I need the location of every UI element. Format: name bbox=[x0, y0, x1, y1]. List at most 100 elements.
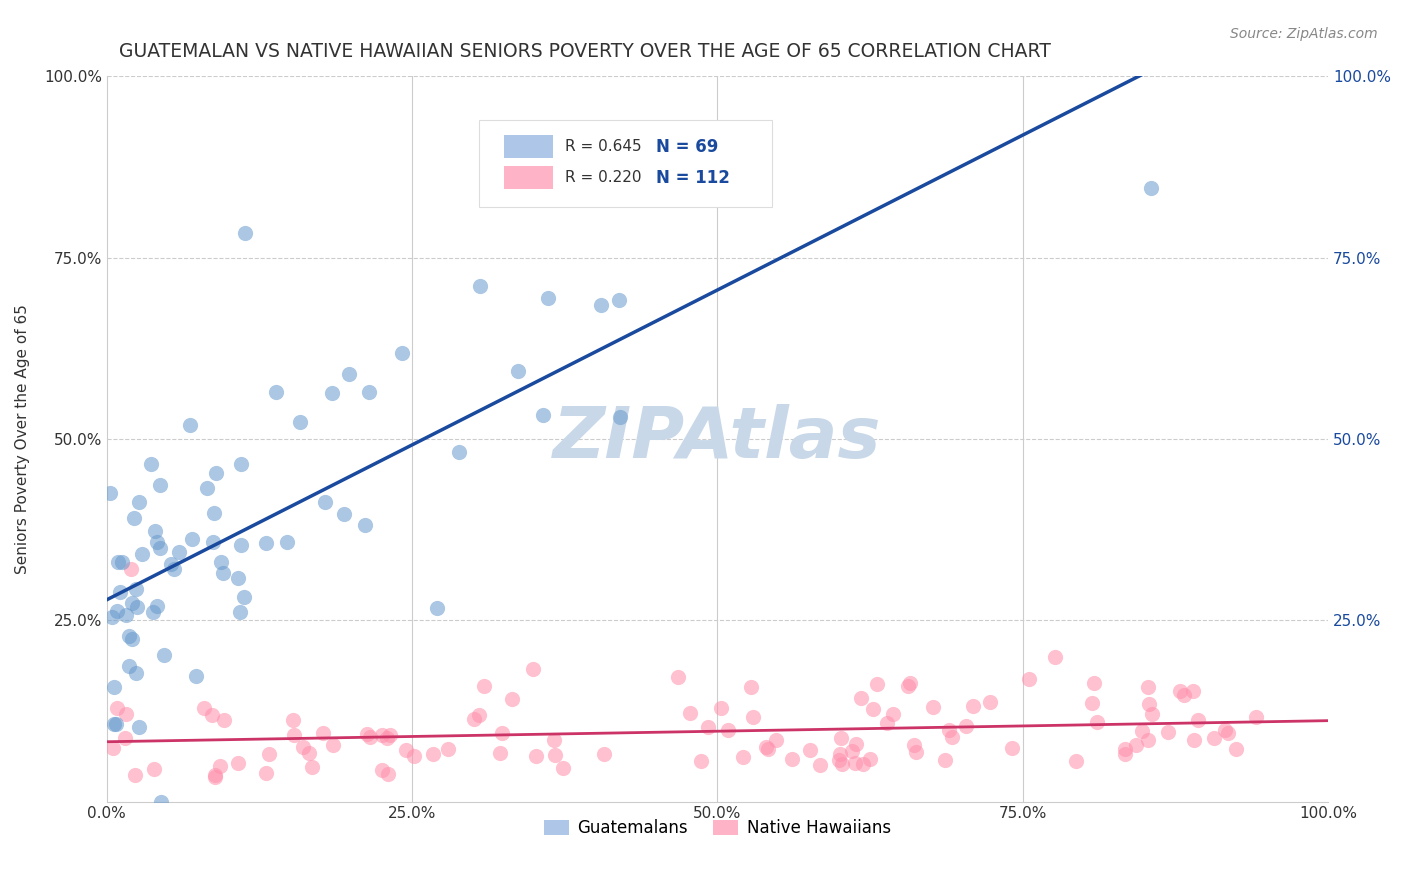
Point bbox=[121, 632, 143, 646]
Text: R = 0.645: R = 0.645 bbox=[565, 139, 641, 154]
Point bbox=[782, 752, 804, 766]
Point bbox=[208, 759, 231, 773]
Text: GUATEMALAN VS NATIVE HAWAIIAN SENIORS POVERTY OVER THE AGE OF 65 CORRELATION CHA: GUATEMALAN VS NATIVE HAWAIIAN SENIORS PO… bbox=[120, 42, 1050, 61]
Point bbox=[1225, 742, 1247, 756]
Point bbox=[898, 675, 921, 690]
Point bbox=[862, 702, 884, 716]
Point bbox=[283, 728, 305, 742]
Point bbox=[103, 681, 125, 695]
Point bbox=[544, 748, 567, 763]
Point bbox=[903, 738, 925, 752]
Point bbox=[522, 662, 544, 676]
Point bbox=[437, 742, 460, 756]
Point bbox=[226, 571, 249, 585]
Point bbox=[1083, 675, 1105, 690]
Point bbox=[830, 747, 852, 762]
Point bbox=[146, 599, 169, 614]
Point bbox=[897, 679, 920, 693]
Point bbox=[184, 669, 207, 683]
Point bbox=[314, 494, 336, 508]
Point bbox=[254, 535, 277, 549]
Point bbox=[904, 745, 927, 759]
Point bbox=[1181, 684, 1204, 698]
Point bbox=[122, 511, 145, 525]
Point bbox=[1140, 706, 1163, 721]
Point bbox=[202, 506, 225, 520]
Point bbox=[337, 367, 360, 381]
Point bbox=[371, 763, 394, 777]
Point bbox=[841, 744, 863, 758]
Point bbox=[979, 695, 1001, 709]
Text: N = 69: N = 69 bbox=[657, 137, 718, 155]
Point bbox=[229, 457, 252, 471]
Point bbox=[204, 466, 226, 480]
Point bbox=[150, 795, 173, 809]
Point bbox=[852, 757, 875, 772]
FancyBboxPatch shape bbox=[479, 120, 772, 207]
Point bbox=[105, 604, 128, 618]
Point bbox=[101, 610, 124, 624]
Point bbox=[537, 291, 560, 305]
Point bbox=[808, 758, 831, 772]
Point bbox=[1244, 710, 1267, 724]
Point bbox=[1125, 738, 1147, 752]
Point bbox=[524, 748, 547, 763]
Point bbox=[288, 415, 311, 429]
Point bbox=[209, 555, 232, 569]
Point bbox=[115, 707, 138, 722]
Point bbox=[124, 767, 146, 781]
Point bbox=[232, 590, 254, 604]
Point bbox=[531, 408, 554, 422]
Point bbox=[301, 760, 323, 774]
Point bbox=[104, 717, 127, 731]
Point bbox=[463, 713, 485, 727]
Point bbox=[377, 731, 399, 746]
Point bbox=[1213, 723, 1236, 738]
Point bbox=[844, 756, 866, 771]
Point bbox=[180, 532, 202, 546]
Point bbox=[592, 747, 614, 762]
Point bbox=[1168, 684, 1191, 698]
Point bbox=[426, 600, 449, 615]
Point bbox=[865, 677, 887, 691]
Point bbox=[111, 555, 134, 569]
Point bbox=[322, 739, 344, 753]
Point bbox=[149, 541, 172, 555]
Point bbox=[934, 753, 956, 767]
Point bbox=[741, 709, 763, 723]
Point bbox=[167, 545, 190, 559]
Point bbox=[160, 558, 183, 572]
Point bbox=[1136, 680, 1159, 694]
Point bbox=[755, 739, 778, 754]
Point bbox=[357, 385, 380, 400]
Point bbox=[799, 742, 821, 756]
Text: Source: ZipAtlas.com: Source: ZipAtlas.com bbox=[1230, 27, 1378, 41]
Point bbox=[609, 410, 631, 425]
Point bbox=[765, 733, 787, 747]
Point bbox=[690, 754, 713, 768]
Point bbox=[740, 680, 762, 694]
Point bbox=[1182, 733, 1205, 747]
Point bbox=[200, 708, 222, 723]
FancyBboxPatch shape bbox=[503, 166, 553, 189]
Point bbox=[1043, 650, 1066, 665]
Point bbox=[1137, 698, 1160, 712]
Point bbox=[391, 345, 413, 359]
Point bbox=[292, 739, 315, 754]
Point bbox=[859, 752, 882, 766]
Point bbox=[849, 690, 872, 705]
Point bbox=[264, 385, 287, 400]
Point bbox=[128, 494, 150, 508]
Point bbox=[489, 746, 512, 760]
Point bbox=[371, 728, 394, 742]
Point bbox=[710, 701, 733, 715]
Point bbox=[1202, 731, 1225, 745]
Point bbox=[447, 445, 470, 459]
Point bbox=[1114, 747, 1136, 762]
Point bbox=[228, 756, 250, 770]
Point bbox=[312, 725, 335, 739]
Point bbox=[276, 535, 298, 549]
Point bbox=[229, 605, 252, 619]
Point bbox=[211, 566, 233, 581]
Point bbox=[125, 582, 148, 596]
